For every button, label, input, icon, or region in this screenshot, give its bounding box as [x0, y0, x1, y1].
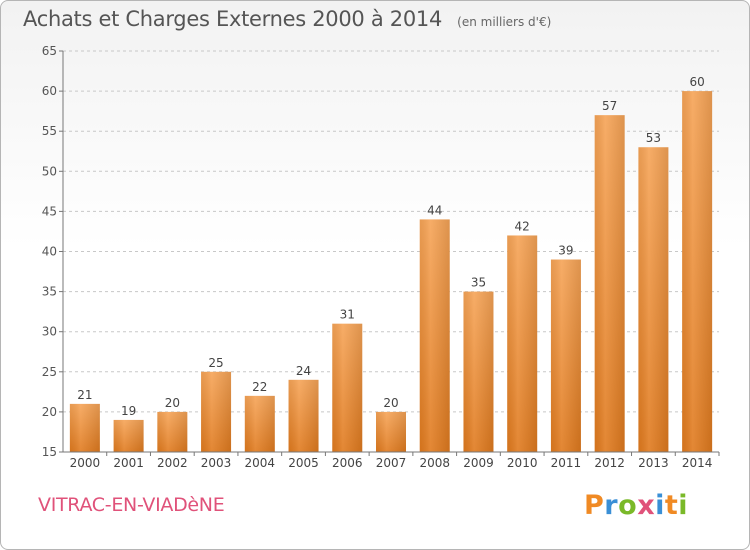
x-tick-label: 2000 — [70, 456, 101, 470]
data-label: 42 — [515, 219, 530, 233]
brand-letter: i — [655, 490, 665, 521]
x-tick-label: 2011 — [551, 456, 582, 470]
bar-shade — [332, 323, 363, 452]
data-label: 39 — [558, 244, 573, 258]
bar-shade — [682, 91, 713, 452]
y-tick-label: 35 — [42, 285, 57, 299]
brand-letter: r — [604, 490, 619, 521]
data-label: 20 — [383, 396, 398, 410]
x-tick-label: 2001 — [113, 456, 144, 470]
brand-letter: P — [584, 490, 605, 521]
x-tick-label: 2003 — [201, 456, 232, 470]
y-tick-label: 20 — [42, 405, 57, 419]
bar-shade — [376, 411, 406, 452]
bar-shade — [550, 259, 581, 452]
x-tick-label: 2007 — [376, 456, 407, 470]
bar-shade — [201, 371, 232, 452]
y-tick-label: 50 — [42, 164, 57, 178]
bar-shade — [244, 395, 275, 452]
bar-shade — [507, 235, 538, 452]
y-tick-label: 40 — [42, 245, 57, 259]
brand-letter: o — [618, 490, 638, 521]
data-label: 35 — [471, 276, 486, 290]
x-tick-label: 2006 — [332, 456, 363, 470]
bar-shade — [113, 419, 144, 452]
chart-unit: (en milliers d'€) — [457, 15, 552, 29]
chart-title: Achats et Charges Externes 2000 à 2014 — [23, 7, 443, 31]
y-tick-label: 65 — [42, 44, 57, 58]
y-tick-label: 15 — [42, 445, 57, 459]
data-label: 22 — [252, 380, 267, 394]
axis-layer — [59, 50, 720, 456]
x-tick-label: 2005 — [288, 456, 319, 470]
x-tick-label: 2012 — [594, 456, 625, 470]
bar-shade — [638, 147, 669, 453]
bar-shade — [288, 379, 319, 452]
brand-letter: x — [637, 490, 656, 521]
bar-shade — [594, 115, 625, 452]
y-tick-label: 25 — [42, 365, 57, 379]
bar-shade — [463, 291, 494, 452]
x-tick-label: 2009 — [463, 456, 494, 470]
label-layer: 15 20 25 30 35 40 45 50 55 60 65 21 2000 19 2001 20 2002… — [42, 44, 713, 470]
bar-shade — [157, 411, 188, 452]
bar-shade — [69, 403, 100, 452]
y-tick-label: 45 — [42, 204, 57, 218]
x-tick-label: 2013 — [638, 456, 669, 470]
brand-letter: t — [664, 490, 679, 521]
brand-letter: i — [678, 490, 689, 521]
x-tick-label: 2010 — [507, 456, 538, 470]
proxiti-logo[interactable]: Proxiti — [584, 490, 688, 521]
data-label: 24 — [296, 364, 311, 378]
chart-title-block: Achats et Charges Externes 2000 à 2014 (… — [23, 7, 551, 31]
data-label: 31 — [340, 308, 355, 322]
data-label: 21 — [77, 388, 92, 402]
y-tick-label: 60 — [42, 84, 57, 98]
commune-name: VITRAC-EN-VIADèNE — [38, 494, 225, 516]
x-tick-label: 2004 — [245, 456, 276, 470]
x-tick-label: 2008 — [419, 456, 450, 470]
x-tick-label: 2014 — [682, 456, 713, 470]
data-label: 53 — [646, 131, 661, 145]
x-tick-label: 2002 — [157, 456, 188, 470]
bar-shade — [419, 219, 450, 452]
data-label: 25 — [208, 356, 223, 370]
data-label: 44 — [427, 203, 442, 217]
y-tick-label: 30 — [42, 325, 57, 339]
data-label: 19 — [121, 404, 136, 418]
data-label: 57 — [602, 99, 617, 113]
data-label: 20 — [165, 396, 180, 410]
data-label: 60 — [689, 75, 704, 89]
y-tick-label: 55 — [42, 124, 57, 138]
bar-layer — [69, 91, 713, 453]
